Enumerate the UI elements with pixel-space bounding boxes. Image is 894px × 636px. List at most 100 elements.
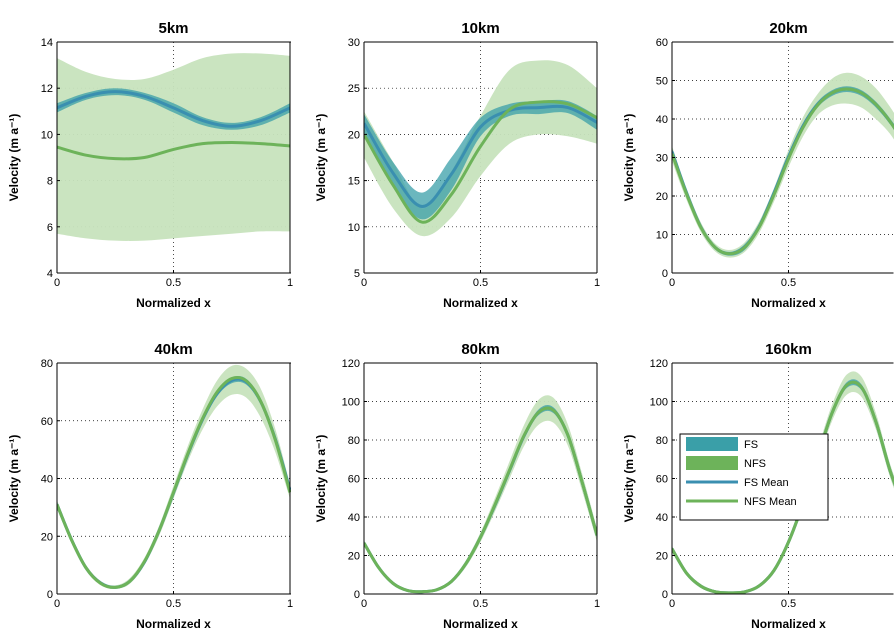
series-band-fs <box>364 99 597 220</box>
series-line-nfs-mean <box>672 87 894 256</box>
y-tick-label: 80 <box>348 435 360 447</box>
chart-panel-80km: 0 0.5 1 0 20 40 60 80 100 120 80km Normalized x Velo… <box>314 341 600 631</box>
series-line-nfs-mean <box>57 376 291 589</box>
x-tick-label: 0 <box>361 598 367 610</box>
y-tick-label: 100 <box>650 397 668 409</box>
legend-label: NFS Mean <box>744 496 797 508</box>
y-axis-label: Velocity (m a⁻¹) <box>314 435 328 523</box>
y-tick-label: 120 <box>650 358 668 370</box>
y-tick-label: 20 <box>348 129 360 141</box>
y-tick-label: 60 <box>656 474 668 486</box>
y-tick-label: 5 <box>354 268 360 280</box>
y-tick-label: 20 <box>41 531 53 543</box>
legend-label: FS <box>744 439 758 451</box>
y-tick-label: 40 <box>348 512 360 524</box>
series-group <box>672 72 894 258</box>
x-axis-label: Normalized x <box>136 296 211 310</box>
x-tick-label: 0.5 <box>473 598 488 610</box>
y-tick-label: 30 <box>348 37 360 49</box>
legend-swatch-fs <box>686 437 738 451</box>
y-tick-label: 0 <box>354 589 360 601</box>
y-tick-label: 15 <box>348 176 360 188</box>
y-tick-label: 10 <box>348 222 360 234</box>
y-tick-label: 6 <box>47 222 53 234</box>
grid <box>57 363 291 594</box>
x-tick-label: 1 <box>287 277 293 289</box>
y-tick-label: 40 <box>656 114 668 126</box>
y-axis-label: Velocity (m a⁻¹) <box>7 435 21 523</box>
panel-title: 10km <box>461 20 499 37</box>
y-tick-label: 14 <box>41 37 53 49</box>
x-tick-label: 0.5 <box>781 598 796 610</box>
y-tick-label: 40 <box>41 474 53 486</box>
panel-title: 20km <box>769 20 807 37</box>
x-tick-label: 0.5 <box>166 598 181 610</box>
legend-label: FS Mean <box>744 477 789 489</box>
series-group <box>57 364 291 589</box>
x-tick-label: 0 <box>669 277 675 289</box>
x-tick-label: 0 <box>54 277 60 289</box>
series-line-nfs-mean <box>364 100 597 224</box>
series-line-nfs-mean <box>57 140 291 161</box>
series-group <box>57 53 291 241</box>
y-tick-label: 60 <box>41 416 53 428</box>
x-tick-label: 0.5 <box>781 277 796 289</box>
y-tick-label: 10 <box>656 230 668 242</box>
y-axis-label: Velocity (m a⁻¹) <box>314 114 328 202</box>
legend-label: NFS <box>744 458 766 470</box>
series-line-fs-mean <box>57 90 291 128</box>
x-tick-label: 1 <box>287 598 293 610</box>
y-tick-label: 4 <box>47 268 53 280</box>
series-group <box>672 371 894 594</box>
series-group <box>364 60 597 237</box>
chart-panel-20km: 0 0.5 0 10 20 30 40 50 60 20km Normalized x Velocit… <box>622 20 894 310</box>
y-tick-label: 20 <box>348 551 360 563</box>
series-line-nfs-mean <box>672 380 894 594</box>
x-axis-label: Normalized x <box>751 296 826 310</box>
series-group <box>364 395 597 594</box>
y-tick-label: 100 <box>342 397 360 409</box>
x-tick-label: 1 <box>594 598 600 610</box>
series-line-fs-mean <box>364 104 597 208</box>
y-tick-label: 60 <box>348 474 360 486</box>
y-tick-label: 80 <box>41 358 53 370</box>
y-axis-label: Velocity (m a⁻¹) <box>622 435 636 523</box>
panel-title: 40km <box>154 341 192 358</box>
x-tick-label: 0 <box>361 277 367 289</box>
y-tick-label: 50 <box>656 76 668 88</box>
x-axis-label: Normalized x <box>443 617 518 631</box>
grid <box>364 363 597 594</box>
y-tick-label: 30 <box>656 153 668 165</box>
x-tick-label: 1 <box>594 277 600 289</box>
y-tick-label: 0 <box>662 268 668 280</box>
y-tick-label: 40 <box>656 512 668 524</box>
chart-panel-40km: 0 0.5 1 0 20 40 60 80 40km Normalized x Velocity (… <box>7 341 293 631</box>
y-tick-label: 20 <box>656 551 668 563</box>
y-tick-label: 0 <box>662 589 668 601</box>
y-tick-label: 10 <box>41 129 53 141</box>
x-tick-label: 0 <box>669 598 675 610</box>
y-tick-label: 25 <box>348 83 360 95</box>
panel-title: 160km <box>765 341 812 358</box>
y-tick-label: 120 <box>342 358 360 370</box>
x-tick-label: 0 <box>54 598 60 610</box>
panel-title: 5km <box>158 20 188 37</box>
series-band-nfs <box>672 72 894 258</box>
x-axis-label: Normalized x <box>751 617 826 631</box>
y-tick-label: 80 <box>656 435 668 447</box>
y-tick-label: 12 <box>41 83 53 95</box>
x-tick-label: 0.5 <box>166 277 181 289</box>
y-tick-label: 20 <box>656 191 668 203</box>
y-tick-label: 8 <box>47 176 53 188</box>
x-tick-label: 0.5 <box>473 277 488 289</box>
legend: FS NFS FS Mean NFS Mean <box>679 433 829 521</box>
x-axis-label: Normalized x <box>443 296 518 310</box>
legend-swatch-nfs <box>686 456 738 470</box>
y-tick-label: 60 <box>656 37 668 49</box>
series-line-nfs-mean <box>364 406 597 594</box>
y-tick-label: 0 <box>47 589 53 601</box>
